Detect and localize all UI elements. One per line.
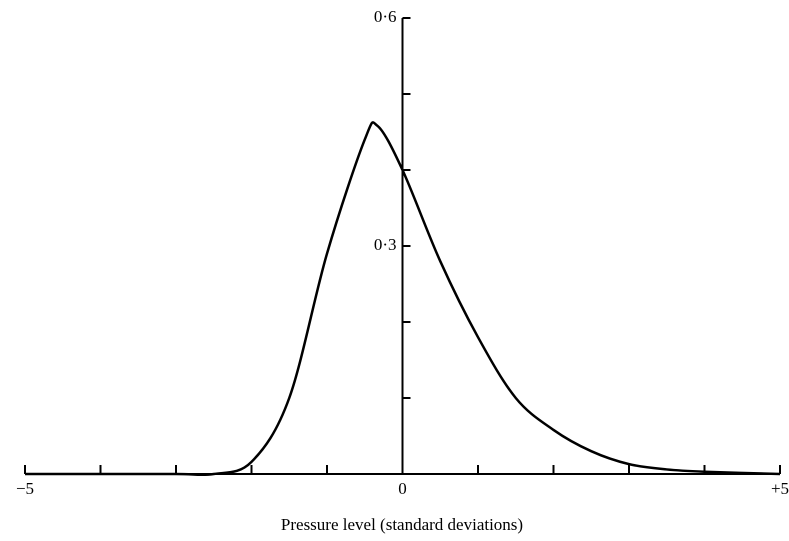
density-curve [25,121,781,477]
x-tick-label: +5 [771,479,789,498]
x-tick-label: −5 [16,479,34,498]
y-tick-label: 0·3 [374,235,397,254]
x-axis-label: Pressure level (standard deviations) [281,515,523,534]
y-tick-label: 0·6 [374,7,397,26]
x-tick-label: 0 [398,479,407,498]
